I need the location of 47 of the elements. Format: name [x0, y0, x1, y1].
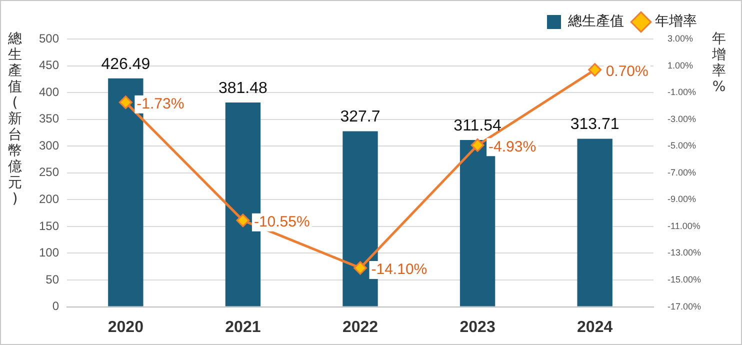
data-label: 313.71: [570, 116, 620, 134]
data-label: 0.70%: [606, 62, 648, 80]
legend-label: 總生產值: [567, 14, 624, 30]
y-tick-label: 200: [38, 192, 60, 206]
y2-tick-label: -17.00%: [667, 301, 702, 312]
y2-tick-label: -11.00%: [667, 220, 700, 231]
x-tick-label: 2023: [460, 318, 496, 336]
x-tick-label: 2021: [225, 318, 261, 336]
point: [470, 138, 484, 152]
y2-tick-label: 1.00%: [667, 60, 694, 70]
y2-tick-label: -1.00%: [667, 87, 696, 98]
y2-tick-label: -13.00%: [667, 248, 702, 258]
x-tick-label: 2020: [108, 318, 144, 336]
data-label: 426.49: [101, 56, 150, 73]
point: [588, 63, 602, 77]
point: [236, 214, 250, 228]
y-tick-label: 150: [38, 218, 60, 233]
y2-tick-label: -5.00%: [667, 140, 696, 151]
y2-tick-label: -9.00%: [667, 194, 696, 204]
y2-tick-label: -3.00%: [667, 114, 696, 124]
y-tick-label: 300: [38, 138, 60, 152]
y-tick-label: 50: [46, 272, 60, 286]
text: 總生產值(新台幣億元): [8, 31, 22, 207]
data-label: -14.10%: [371, 261, 428, 278]
data-label: 311.54: [454, 117, 502, 134]
data-label: 327.7: [340, 108, 380, 126]
y2-tick-label: -15.00%: [667, 274, 702, 285]
y-tick-label: 0: [52, 299, 60, 314]
x-tick-label: 2022: [342, 318, 378, 336]
y2-tick-label: -7.00%: [667, 167, 696, 178]
point: [118, 96, 132, 110]
data-label: -10.55%: [254, 214, 310, 231]
y-tick-label: 500: [38, 31, 60, 46]
y-tick-label: 350: [38, 112, 60, 126]
x-tick-label: 2024: [577, 318, 613, 336]
y-tick-label: 450: [38, 58, 60, 72]
legend-label: 年增率: [655, 14, 697, 30]
data-label: -1.73%: [136, 95, 184, 112]
point: [354, 261, 367, 275]
data-label: -4.93%: [488, 138, 536, 156]
data-label: 381.48: [218, 80, 268, 97]
y2-axis-title: 年增率%: [711, 31, 727, 95]
y2-tick-label: 3.00%: [667, 33, 694, 44]
y-tick-label: 250: [38, 165, 60, 180]
bar: [577, 138, 612, 306]
y-tick-label: 100: [38, 246, 60, 260]
y-tick-label: 400: [38, 84, 60, 99]
